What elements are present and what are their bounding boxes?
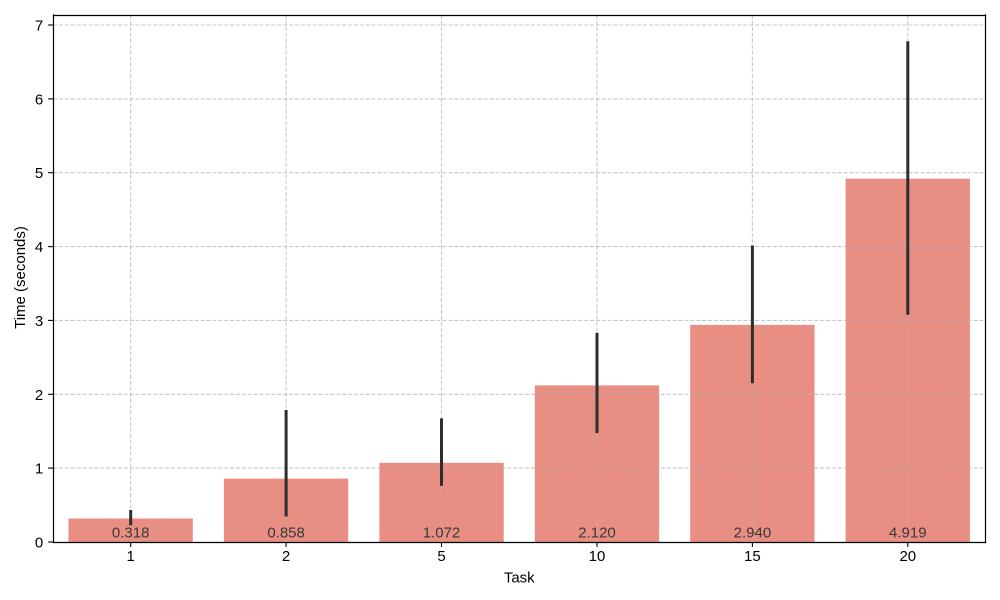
svg-text:1: 1: [35, 461, 43, 478]
svg-text:2.940: 2.940: [734, 525, 772, 542]
svg-text:5: 5: [437, 548, 445, 565]
svg-text:0: 0: [35, 535, 43, 552]
svg-text:10: 10: [589, 548, 606, 565]
svg-text:6: 6: [35, 91, 43, 108]
svg-text:1: 1: [127, 548, 135, 565]
svg-text:7: 7: [35, 18, 43, 35]
svg-text:Task: Task: [504, 569, 535, 586]
svg-text:5: 5: [35, 165, 43, 182]
svg-text:20: 20: [899, 548, 916, 565]
svg-text:Time (seconds): Time (seconds): [12, 226, 29, 329]
svg-text:2: 2: [35, 387, 43, 404]
svg-text:0.858: 0.858: [267, 525, 305, 542]
svg-text:1.072: 1.072: [423, 525, 461, 542]
svg-text:4: 4: [35, 239, 43, 256]
svg-text:2.120: 2.120: [578, 525, 616, 542]
svg-text:4.919: 4.919: [889, 525, 927, 542]
svg-text:2: 2: [282, 548, 290, 565]
svg-text:15: 15: [744, 548, 761, 565]
svg-text:3: 3: [35, 313, 43, 330]
svg-text:0.318: 0.318: [112, 525, 150, 542]
